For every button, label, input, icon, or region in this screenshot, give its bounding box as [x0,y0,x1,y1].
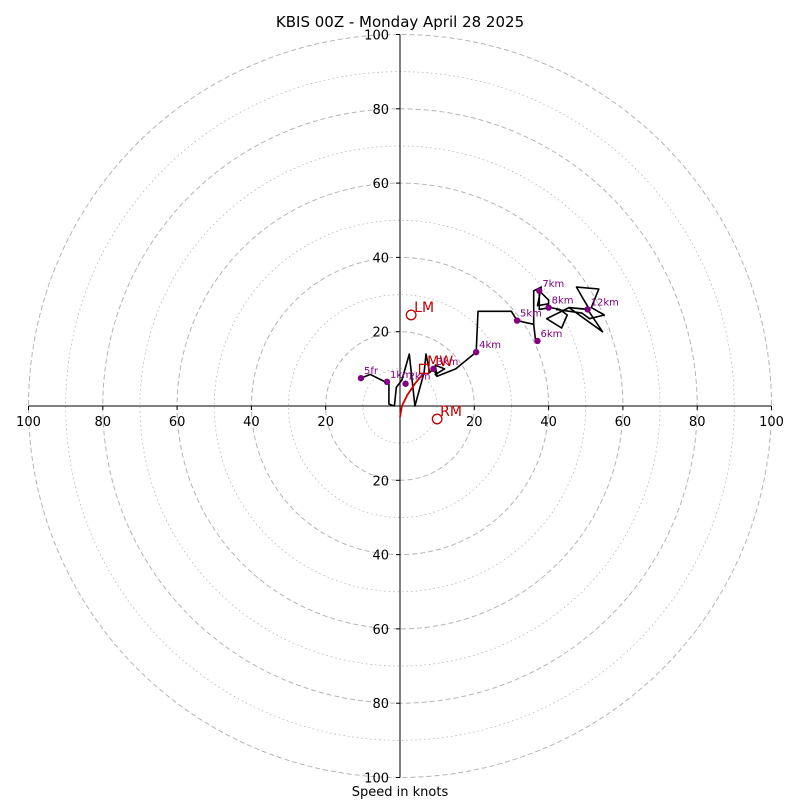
tick-label-left: 40 [243,415,260,430]
tick-label-up: 20 [372,326,389,341]
height-marker-label: 5km [520,309,542,320]
height-marker-point [383,378,391,386]
storm-motion-marker [405,309,417,321]
tick-label-down: 80 [372,697,389,712]
height-marker-label: 7km [542,279,564,290]
tick-label-right: 100 [759,415,784,430]
height-marker-label: 1km [390,370,412,381]
tick-label-up: 80 [372,103,389,118]
height-marker-label: 12km [591,297,619,308]
tick-label-up: 100 [364,29,389,44]
height-marker-point [584,306,591,313]
trace-low-segment [399,372,425,418]
tick-label-down: 20 [372,474,389,489]
height-marker-point [430,365,437,373]
storm-motion-markers: LM MW RM [405,300,462,425]
storm-motion-label: LM [414,300,434,316]
height-marker-point [513,317,521,324]
tick-label-up: 60 [372,177,389,192]
storm-motion-label: MW [427,354,453,370]
height-marker-label: 3km [436,357,458,368]
tick-label-down: 60 [372,623,389,638]
height-marker-point [545,304,552,311]
tick-label-right: 60 [615,415,632,430]
height-marker-label: 2km [409,372,431,383]
tick-label-down: 40 [372,549,389,564]
trace-upper-segment [423,286,606,378]
height-marker-point [402,380,409,387]
storm-motion-label: RM [440,404,462,420]
chart-title: KBIS 00Z - Monday April 28 2025 [276,13,524,31]
height-marker-point [472,348,480,356]
x-axis-label: Speed in knots [352,785,449,800]
tick-label-down: 100 [364,772,389,787]
mean-wind-marker [418,363,430,375]
wind-traces [360,286,606,418]
tick-label-left: 60 [169,415,186,430]
tick-label-right: 40 [540,415,557,430]
height-marker-point [357,374,365,382]
tick-label-up: 40 [372,251,389,266]
storm-motion-marker [431,413,443,425]
tick-label-left: 100 [16,415,41,430]
tick-labels: 20 20 20 20 40 40 40 40 60 60 60 60 80 80 80 80 100 100 10… [16,29,784,787]
height-marker-label: 6km [540,329,562,340]
tick-label-right: 20 [466,415,483,430]
trace-left-segment [360,353,425,407]
tick-label-left: 80 [95,415,112,430]
height-marker-label: 5fr [364,366,379,377]
height-marker-label: 4km [479,340,501,351]
height-marker-label: 8km [552,296,574,307]
axes [28,34,772,778]
height-marker-point [534,337,541,345]
tick-label-left: 20 [317,415,334,430]
height-marker-point [536,287,543,295]
tick-label-right: 80 [689,415,706,430]
